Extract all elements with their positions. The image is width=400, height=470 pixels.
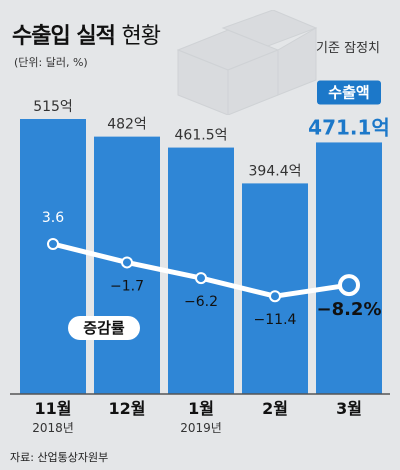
bar-value-label: 461.5억	[175, 128, 228, 144]
rate-marker-highlight	[338, 274, 360, 297]
rate-marker	[195, 272, 207, 285]
bar-value-label: 515억	[33, 99, 73, 115]
source-note: 자료: 산업통상자원부	[10, 451, 109, 464]
boxes-illustration	[176, 10, 318, 115]
bar-3	[168, 147, 234, 394]
title-bold: 수출입 실적	[12, 24, 116, 49]
rate-label: −6.2	[184, 294, 218, 310]
x-tick-sublabel: 2018년	[32, 421, 74, 435]
bar-1	[20, 119, 86, 394]
rate-marker	[269, 290, 281, 303]
series-label: 증감률	[83, 319, 125, 337]
rate-label: 3.6	[42, 210, 64, 226]
rate-marker	[47, 238, 59, 250]
rate-marker	[121, 256, 133, 269]
rate-label: −1.7	[110, 278, 144, 294]
bar-5	[316, 142, 382, 394]
page-title: 수출입 실적 현황	[12, 18, 161, 50]
x-tick-label: 2월	[262, 399, 288, 418]
highlight-badge-label: 수출액	[328, 83, 369, 101]
x-tick-label: 1월	[188, 399, 214, 418]
x-tick-label: 3월	[336, 399, 362, 418]
rate-label: −11.4	[254, 312, 297, 328]
x-tick-label: 11월	[35, 399, 72, 418]
unit-note: (단위: 달러, %)	[14, 56, 88, 69]
rate-label-highlight: −8.2%	[316, 299, 381, 320]
x-tick-label: 12월	[109, 399, 146, 418]
bar-value-label: 482억	[107, 117, 147, 133]
highlight-badge	[317, 80, 381, 105]
series-label-pill	[68, 316, 140, 340]
bar-value-label-highlight: 471.1억	[308, 115, 390, 139]
bar-value-label: 394.4억	[249, 163, 302, 179]
x-tick-sublabel: 2019년	[180, 421, 222, 435]
title-light: 현황	[121, 24, 161, 49]
